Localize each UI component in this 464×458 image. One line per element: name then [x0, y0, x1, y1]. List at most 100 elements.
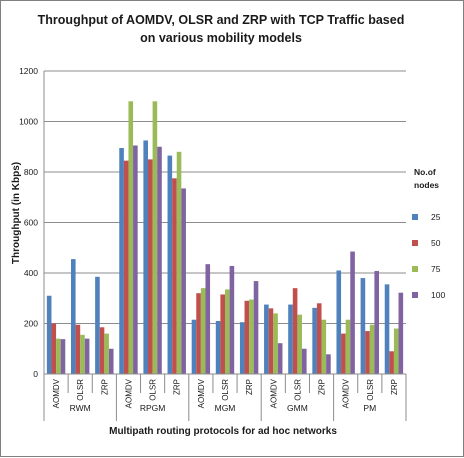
bar-50-9	[268, 308, 274, 374]
axes	[43, 71, 407, 421]
bar-75-14	[393, 328, 399, 374]
bar-100-3	[133, 145, 138, 374]
bar-25-10	[288, 304, 293, 374]
bar-25-7	[215, 320, 221, 374]
legend: No.of nodes 25 50 75 100	[412, 167, 445, 300]
y-axis-title: Throughput (in Kbps)	[11, 162, 22, 264]
group-label: RWM	[70, 403, 91, 413]
bar-50-12	[341, 333, 346, 374]
gridlines	[44, 70, 406, 324]
bars	[46, 101, 404, 375]
bar-25-6	[191, 319, 197, 374]
bar-100-9	[277, 343, 283, 374]
legend-label-25: 25	[431, 212, 441, 222]
legend-swatch-75	[412, 266, 418, 272]
bar-50-6	[196, 293, 201, 374]
x-category-label: AOMDV	[52, 378, 61, 408]
legend-label-100: 100	[431, 290, 445, 300]
y-tick-labels: 0 200 400 600 800 1000 1200	[19, 66, 38, 379]
bar-75-12	[345, 319, 351, 374]
legend-swatch-100	[412, 292, 418, 298]
group-label: RPGM	[140, 403, 166, 413]
bar-100-13	[374, 270, 379, 374]
bar-75-6	[200, 288, 206, 374]
bar-25-3	[119, 148, 124, 374]
bar-25-0	[46, 295, 52, 374]
bar-100-2	[108, 348, 114, 374]
bar-25-2	[95, 276, 100, 374]
y-tick-label: 400	[24, 268, 38, 278]
bar-75-11	[321, 319, 327, 374]
bar-75-7	[225, 289, 230, 374]
bar-75-10	[297, 314, 302, 374]
bar-50-7	[220, 294, 225, 374]
bar-50-0	[51, 323, 57, 374]
group-label: PM	[363, 403, 376, 413]
bar-25-4	[143, 140, 148, 374]
bar-50-4	[148, 159, 153, 375]
legend-label-50: 50	[431, 238, 441, 248]
y-tick-label: 1200	[19, 66, 38, 76]
x-category-label: OLSR	[366, 379, 375, 401]
bar-50-3	[123, 160, 129, 374]
legend-swatch-50	[412, 240, 418, 246]
x-category-label: OLSR	[149, 379, 158, 401]
chart-title-line-1: Throughput of AOMDV, OLSR and ZRP with T…	[38, 13, 405, 27]
x-category-label: AOMDV	[342, 378, 351, 408]
bar-75-13	[369, 324, 375, 374]
bar-25-13	[360, 278, 366, 374]
bar-75-5	[176, 151, 182, 374]
bar-100-0	[60, 339, 66, 374]
y-tick-label: 1000	[19, 117, 38, 127]
chart-title-line-2: on various mobility models	[140, 31, 302, 45]
x-category-label: AOMDV	[269, 378, 278, 408]
bar-50-13	[365, 331, 370, 374]
bar-50-10	[292, 288, 298, 374]
x-category-label: ZRP	[318, 379, 327, 395]
x-category-label: AOMDV	[124, 378, 133, 408]
bar-50-11	[316, 303, 322, 374]
x-category-label: OLSR	[221, 379, 230, 401]
bar-75-0	[56, 338, 61, 374]
bar-100-7	[229, 265, 235, 374]
y-tick-label: 200	[24, 319, 38, 329]
bar-50-8	[244, 300, 250, 374]
y-tick-label: 600	[24, 218, 38, 228]
bar-25-5	[167, 155, 173, 374]
bar-50-1	[75, 324, 81, 374]
bar-100-5	[181, 188, 186, 374]
bar-25-1	[71, 259, 76, 374]
bar-50-5	[172, 178, 177, 374]
bar-75-9	[273, 313, 278, 374]
x-category-label: ZRP	[245, 379, 254, 395]
bar-25-9	[264, 304, 269, 374]
bar-25-8	[239, 322, 245, 374]
x-axis-title: Multipath routing protocols for ad hoc n…	[109, 426, 337, 437]
bar-100-10	[302, 348, 307, 374]
bar-25-11	[312, 307, 317, 374]
bar-100-8	[253, 281, 259, 374]
legend-title-line-2: nodes	[414, 180, 439, 190]
y-tick-label: 800	[24, 167, 38, 177]
bar-100-11	[326, 354, 331, 374]
bar-75-4	[152, 101, 158, 375]
bar-75-3	[128, 101, 134, 375]
x-category-label: OLSR	[76, 379, 85, 401]
bar-100-12	[350, 251, 355, 374]
bar-75-2	[104, 333, 109, 374]
x-category-label: ZRP	[173, 379, 182, 395]
group-labels: RWM RPGM MGM GMM PM	[70, 403, 377, 413]
x-category-label: AOMDV	[197, 378, 206, 408]
bar-75-8	[249, 299, 254, 374]
bar-100-6	[205, 264, 211, 374]
bar-100-1	[84, 338, 90, 374]
x-category-labels: AOMDV OLSR ZRP AOMDV OLSR ZRP AOMDV OLSR ZRP AOMD…	[52, 378, 399, 408]
group-label: GMM	[287, 403, 308, 413]
bar-25-14	[384, 284, 390, 374]
bar-50-2	[99, 327, 105, 374]
y-tick-label: 0	[33, 369, 38, 379]
bar-50-14	[389, 351, 394, 374]
legend-label-75: 75	[431, 264, 441, 274]
